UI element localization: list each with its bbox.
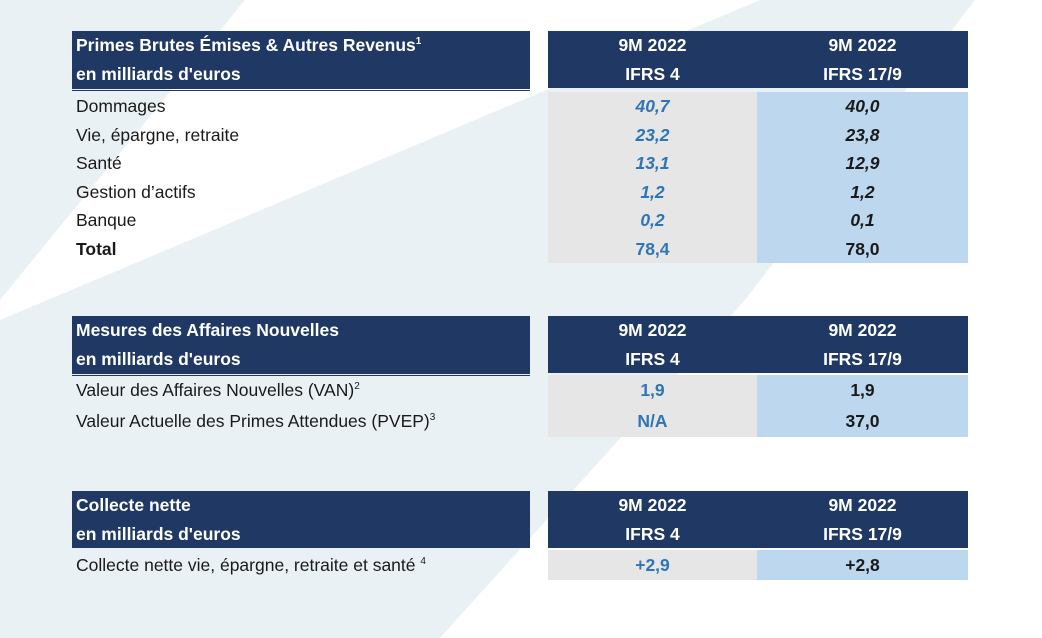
value-ifrs4: 1,9 (548, 375, 757, 406)
column-period: 9M 2022 (618, 495, 687, 515)
value-ifrs4: N/A (548, 406, 757, 437)
value-ifrs4: 0,2 (548, 206, 757, 235)
column-standard: IFRS 17/9 (823, 523, 902, 544)
value-ifrs4: 1,2 (548, 177, 757, 206)
header-divider (72, 373, 530, 376)
column-header-ifrs17: 9M 2022 IFRS 17/9 (757, 31, 968, 88)
value-ifrs17: +2,8 (757, 550, 968, 580)
premiums-table: Primes Brutes Émises & Autres Revenus1 e… (72, 31, 968, 263)
footnote-ref: 4 (420, 556, 426, 567)
table-row: Vie, épargne, retraite 23,2 23,8 (72, 120, 968, 149)
row-label-text: Valeur Actuelle des Primes Attendues (PV… (76, 411, 430, 431)
value-ifrs17: 37,0 (757, 406, 968, 437)
table-title: Primes Brutes Émises & Autres Revenus1 e… (72, 31, 530, 88)
row-label: Banque (76, 210, 137, 230)
row-label: Valeur des Affaires Nouvelles (VAN)2 (76, 375, 360, 406)
header-divider (72, 88, 530, 91)
table-row: Santé 13,1 12,9 (72, 149, 968, 178)
row-label: Vie, épargne, retraite (76, 124, 240, 145)
title-line1: Mesures des Affaires Nouvelles (76, 320, 339, 340)
title-unit: en milliards d'euros (76, 63, 241, 84)
row-label-text: Collecte nette vie, épargne, retraite et… (76, 555, 421, 575)
footnote-ref: 1 (415, 36, 422, 47)
value-ifrs4: 23,2 (548, 120, 757, 149)
row-label: Dommages (76, 96, 166, 116)
table-header: Collecte nette en milliards d'euros 9M 2… (72, 491, 968, 548)
table-row: Collecte nette vie, épargne, retraite et… (72, 550, 968, 580)
title-unit: en milliards d'euros (76, 523, 241, 544)
table-row: Dommages 40,7 40,0 (72, 92, 968, 121)
row-label: Gestion d’actifs (76, 181, 196, 202)
row-label-text: Valeur des Affaires Nouvelles (VAN) (76, 380, 355, 400)
column-header-ifrs4: 9M 2022 IFRS 4 (548, 31, 757, 88)
column-period: 9M 2022 (618, 320, 687, 340)
new-business-table: Mesures des Affaires Nouvelles en millia… (72, 316, 968, 437)
title-line1: Collecte nette (76, 495, 191, 515)
value-ifrs17: 78,0 (757, 234, 968, 263)
value-ifrs4: 13,1 (548, 149, 757, 178)
value-ifrs17: 12,9 (757, 149, 968, 178)
title-unit: en milliards d'euros (76, 348, 241, 369)
column-period: 9M 2022 (828, 320, 897, 340)
value-ifrs4: 78,4 (548, 234, 757, 263)
value-ifrs17: 40,0 (757, 92, 968, 121)
net-inflows-table: Collecte nette en milliards d'euros 9M 2… (72, 491, 968, 580)
column-header-ifrs17: 9M 2022 IFRS 17/9 (757, 491, 968, 548)
column-header-ifrs4: 9M 2022 IFRS 4 (548, 491, 757, 548)
table-row: Gestion d’actifs 1,2 1,2 (72, 177, 968, 206)
table-title: Collecte nette en milliards d'euros (72, 491, 530, 548)
row-label: Collecte nette vie, épargne, retraite et… (76, 550, 426, 580)
value-ifrs4: 40,7 (548, 92, 757, 121)
row-label: Santé (76, 153, 122, 173)
table-header: Primes Brutes Émises & Autres Revenus1 e… (72, 31, 968, 91)
value-ifrs17: 1,2 (757, 177, 968, 206)
value-ifrs4: +2,9 (548, 550, 757, 580)
footnote-ref: 2 (354, 381, 360, 392)
table-title: Mesures des Affaires Nouvelles en millia… (72, 316, 530, 373)
column-standard: IFRS 4 (625, 63, 680, 84)
column-standard: IFRS 17/9 (823, 348, 902, 369)
column-header-ifrs17: 9M 2022 IFRS 17/9 (757, 316, 968, 373)
row-label: Total (76, 238, 117, 259)
row-label: Valeur Actuelle des Primes Attendues (PV… (76, 406, 435, 437)
column-standard: IFRS 4 (625, 348, 680, 369)
footnote-ref: 3 (429, 412, 436, 423)
table-header: Mesures des Affaires Nouvelles en millia… (72, 316, 968, 376)
table-row: Banque 0,2 0,1 (72, 206, 968, 235)
total-row: Total 78,4 78,0 (72, 234, 968, 263)
value-ifrs17: 1,9 (757, 375, 968, 406)
column-period: 9M 2022 (618, 35, 687, 55)
table-row: Valeur des Affaires Nouvelles (VAN)2 1,9… (72, 375, 968, 406)
value-ifrs17: 0,1 (757, 206, 968, 235)
table-row: Valeur Actuelle des Primes Attendues (PV… (72, 406, 968, 437)
title-line1: Primes Brutes Émises & Autres Revenus (76, 35, 416, 55)
column-standard: IFRS 4 (625, 523, 680, 544)
column-standard: IFRS 17/9 (823, 63, 902, 84)
column-period: 9M 2022 (828, 495, 897, 515)
column-period: 9M 2022 (828, 35, 897, 55)
value-ifrs17: 23,8 (757, 120, 968, 149)
column-header-ifrs4: 9M 2022 IFRS 4 (548, 316, 757, 373)
